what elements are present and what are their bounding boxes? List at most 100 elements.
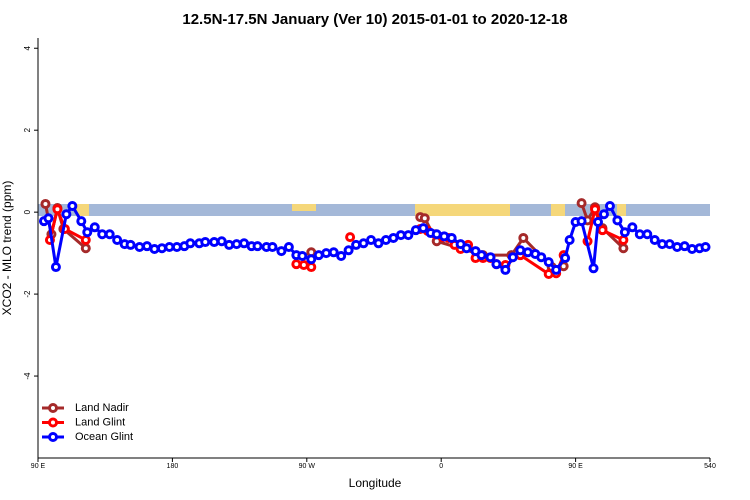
data-point	[657, 239, 668, 250]
data-point	[593, 216, 603, 227]
x-tick-label: 180	[167, 463, 179, 470]
data-point	[419, 213, 430, 224]
data-point	[522, 247, 533, 258]
data-point	[588, 263, 599, 274]
data-point	[209, 237, 220, 248]
data-point	[343, 245, 354, 256]
land-band	[415, 204, 510, 216]
data-point	[687, 244, 698, 255]
data-point	[491, 259, 502, 270]
data-point	[306, 254, 317, 265]
data-point	[156, 243, 167, 254]
data-point	[576, 198, 587, 209]
data-point	[358, 238, 369, 249]
data-point	[50, 262, 61, 273]
data-point	[597, 225, 608, 236]
data-point	[224, 239, 235, 250]
data-point	[306, 262, 317, 273]
data-point	[67, 201, 78, 211]
data-point	[612, 215, 623, 226]
surface-band	[38, 204, 710, 216]
data-point	[604, 201, 615, 211]
x-tick-label: 540	[704, 463, 716, 470]
y-tick-label: 0	[23, 209, 32, 214]
legend-marker	[48, 403, 58, 413]
data-point	[564, 235, 575, 246]
data-point	[395, 230, 406, 241]
data-point	[267, 241, 278, 252]
data-point	[104, 229, 115, 240]
data-point	[283, 241, 294, 252]
data-point	[446, 232, 457, 243]
legend-label: Ocean Glint	[75, 431, 133, 443]
data-point	[598, 209, 609, 220]
data-point	[380, 235, 391, 246]
data-point	[619, 227, 630, 238]
data-point	[403, 230, 414, 241]
data-point	[515, 245, 526, 256]
data-point	[164, 241, 175, 252]
data-point	[276, 246, 287, 257]
ocean-band	[38, 204, 710, 216]
data-point	[634, 229, 645, 240]
data-point	[664, 239, 675, 250]
chart-title: 12.5N-17.5N January (Ver 10) 2015-01-01 …	[182, 11, 567, 28]
data-point	[200, 237, 211, 248]
data-point	[142, 241, 153, 252]
x-tick-label: 90 E	[568, 463, 583, 470]
data-point	[134, 241, 145, 252]
land-band	[551, 204, 565, 216]
data-point	[672, 241, 683, 252]
data-point	[239, 238, 250, 249]
data-point	[89, 222, 100, 233]
data-point	[112, 235, 123, 246]
data-point	[536, 252, 547, 263]
data-point	[125, 239, 136, 250]
data-point	[328, 247, 339, 258]
data-point	[543, 257, 554, 268]
data-point	[618, 235, 629, 246]
data-point	[373, 238, 384, 249]
data-point	[543, 269, 554, 280]
data-point	[171, 241, 182, 252]
data-point	[560, 253, 571, 264]
data-point	[231, 239, 242, 250]
data-point	[298, 260, 309, 271]
data-point	[518, 232, 529, 243]
data-point	[576, 216, 587, 227]
data-point	[679, 241, 690, 252]
data-point	[336, 250, 347, 261]
data-point	[439, 231, 450, 242]
data-point	[485, 252, 496, 263]
data-point	[500, 264, 511, 275]
data-point	[297, 250, 308, 261]
land-band	[292, 204, 316, 211]
data-point	[507, 252, 518, 263]
land-band	[76, 204, 89, 216]
data-point	[351, 239, 362, 250]
y-tick-label: 4	[23, 45, 32, 50]
data-point	[80, 235, 91, 246]
legend-label: Land Nadir	[75, 402, 129, 414]
data-point	[313, 250, 324, 261]
data-point	[149, 244, 160, 255]
data-point	[388, 232, 399, 243]
data-point	[76, 216, 87, 227]
data-point	[61, 209, 72, 220]
data-point	[627, 222, 638, 233]
data-point	[291, 259, 302, 270]
legend-marker	[48, 432, 58, 442]
data-point	[185, 238, 196, 249]
data-point	[252, 241, 263, 252]
data-point	[410, 225, 421, 236]
legend-marker	[48, 417, 58, 428]
data-point	[618, 243, 629, 254]
x-axis-label: Longitude	[349, 476, 402, 490]
data-point	[366, 235, 377, 246]
data-point	[649, 235, 660, 246]
data-point	[80, 243, 91, 254]
legend-label: Land Glint	[75, 416, 125, 428]
data-point	[642, 229, 653, 240]
